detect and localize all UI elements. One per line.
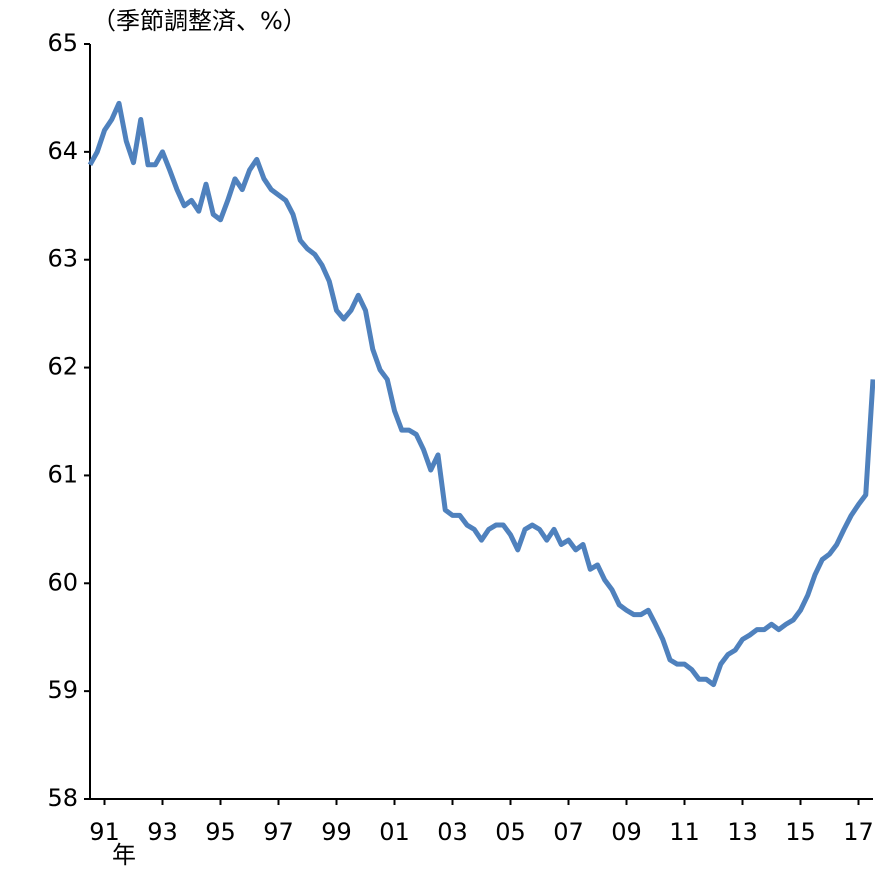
y-tick-label: 65 [47,29,78,57]
data-line [87,100,875,688]
x-tick-label: 11 [669,818,700,846]
x-tick-label: 07 [553,818,584,846]
x-tick-label: 97 [263,818,294,846]
x-tick-label: 91 [89,818,120,846]
x-tick-label: 05 [495,818,526,846]
x-tick-label: 13 [727,818,758,846]
x-tick-label: 95 [205,818,236,846]
unit-label: （季節調整済、%） [92,7,307,35]
x-tick-label: 15 [785,818,816,846]
y-tick-label: 61 [47,460,78,488]
y-tick-label: 64 [47,137,78,165]
y-tick-label: 59 [47,676,78,704]
y-tick-label: 62 [47,353,78,381]
x-tick-label: 99 [321,818,352,846]
x-tick-label: 17 [843,818,874,846]
x-tick-label: 09 [611,818,642,846]
x-unit-label: 年 [112,841,136,869]
y-tick-label: 63 [47,245,78,273]
x-tick-label: 03 [437,818,468,846]
x-tick-label: 01 [379,818,410,846]
x-tick-label: 93 [147,818,178,846]
y-tick-label: 60 [47,568,78,596]
y-tick-label: 58 [47,784,78,812]
